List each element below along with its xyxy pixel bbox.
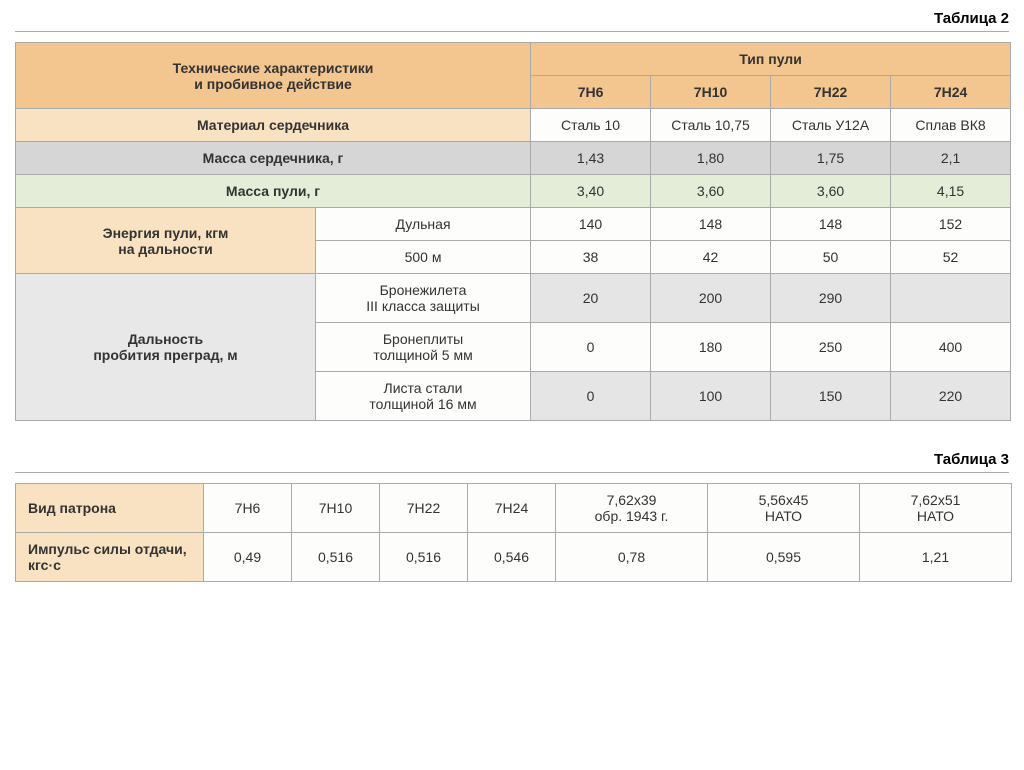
cell: 1,80 xyxy=(651,142,771,175)
row-energy-sub1-label: 500 м xyxy=(316,241,531,274)
row-bullet-mass-label: Масса пули, г xyxy=(16,175,531,208)
th-characteristics: Технические характеристики и пробивное д… xyxy=(16,43,531,109)
cell: 0,516 xyxy=(292,533,380,582)
table2: Технические характеристики и пробивное д… xyxy=(15,42,1011,421)
cell: 3,60 xyxy=(771,175,891,208)
cell: 52 xyxy=(891,241,1011,274)
cell: 148 xyxy=(651,208,771,241)
row-energy-group: Энергия пули, кгм на дальности xyxy=(16,208,316,274)
cell: 200 xyxy=(651,274,771,323)
cell: Сплав ВК8 xyxy=(891,109,1011,142)
cell: 0,546 xyxy=(468,533,556,582)
row-pen-sub1-label: Бронеплиты толщиной 5 мм xyxy=(316,323,531,372)
row-energy-sub0-label: Дульная xyxy=(316,208,531,241)
cell: 400 xyxy=(891,323,1011,372)
cell: 250 xyxy=(771,323,891,372)
th-type-0: 7Н6 xyxy=(531,76,651,109)
cell: 7,62х39 обр. 1943 г. xyxy=(556,484,708,533)
cell: Сталь У12А xyxy=(771,109,891,142)
cell: 100 xyxy=(651,372,771,421)
th-type-3: 7Н24 xyxy=(891,76,1011,109)
cell: 3,40 xyxy=(531,175,651,208)
row-pen-sub2-label: Листа стали толщиной 16 мм xyxy=(316,372,531,421)
cell: 1,21 xyxy=(860,533,1012,582)
cell: 7Н6 xyxy=(204,484,292,533)
row-cartridge-label: Вид патрона xyxy=(16,484,204,533)
cell: 140 xyxy=(531,208,651,241)
cell: 7Н24 xyxy=(468,484,556,533)
row-pen-sub0-label: Бронежилета III класса защиты xyxy=(316,274,531,323)
cell: 5,56х45 НАТО xyxy=(708,484,860,533)
cell: 1,75 xyxy=(771,142,891,175)
table3-label: Таблица 3 xyxy=(15,451,1009,468)
cell: 3,60 xyxy=(651,175,771,208)
cell: Сталь 10 xyxy=(531,109,651,142)
th-bullet-type: Тип пули xyxy=(531,43,1011,76)
th-type-2: 7Н22 xyxy=(771,76,891,109)
cell: 7Н10 xyxy=(292,484,380,533)
cell: 0,516 xyxy=(380,533,468,582)
cell: 2,1 xyxy=(891,142,1011,175)
cell: 150 xyxy=(771,372,891,421)
row-core-material-label: Материал сердечника xyxy=(16,109,531,142)
row-core-mass-label: Масса сердечника, г xyxy=(16,142,531,175)
divider xyxy=(15,472,1009,473)
cell: 20 xyxy=(531,274,651,323)
cell: 1,43 xyxy=(531,142,651,175)
cell: 0 xyxy=(531,323,651,372)
cell: 0,595 xyxy=(708,533,860,582)
cell: 0,78 xyxy=(556,533,708,582)
row-penetration-group: Дальность пробития преград, м xyxy=(16,274,316,421)
cell: 42 xyxy=(651,241,771,274)
cell: 4,15 xyxy=(891,175,1011,208)
cell xyxy=(891,274,1011,323)
table3: Вид патрона 7Н6 7Н10 7Н22 7Н24 7,62х39 о… xyxy=(15,483,1012,582)
cell: Сталь 10,75 xyxy=(651,109,771,142)
cell: 50 xyxy=(771,241,891,274)
th-type-1: 7Н10 xyxy=(651,76,771,109)
cell: 38 xyxy=(531,241,651,274)
cell: 7,62х51 НАТО xyxy=(860,484,1012,533)
divider xyxy=(15,31,1009,32)
cell: 7Н22 xyxy=(380,484,468,533)
cell: 0,49 xyxy=(204,533,292,582)
row-recoil-label: Импульс силы отдачи, кгс·с xyxy=(16,533,204,582)
cell: 148 xyxy=(771,208,891,241)
table2-label: Таблица 2 xyxy=(15,10,1009,27)
cell: 220 xyxy=(891,372,1011,421)
cell: 180 xyxy=(651,323,771,372)
cell: 290 xyxy=(771,274,891,323)
cell: 0 xyxy=(531,372,651,421)
cell: 152 xyxy=(891,208,1011,241)
